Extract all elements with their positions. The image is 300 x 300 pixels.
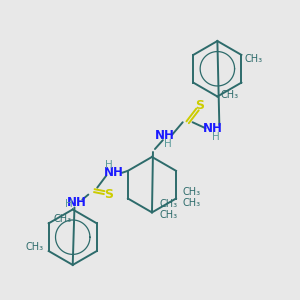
Text: NH: NH <box>155 129 175 142</box>
Text: CH₃: CH₃ <box>183 197 201 208</box>
Text: CH₃: CH₃ <box>244 54 262 64</box>
Text: NH: NH <box>202 122 222 135</box>
Text: S: S <box>103 188 112 201</box>
Text: CH₃: CH₃ <box>220 89 238 100</box>
Text: CH₃: CH₃ <box>54 214 72 224</box>
Text: NH: NH <box>104 166 124 179</box>
Text: H: H <box>105 160 113 170</box>
Text: CH₃: CH₃ <box>183 187 201 196</box>
Text: CH₃: CH₃ <box>26 242 44 252</box>
Text: CH₃: CH₃ <box>160 200 178 209</box>
Text: H: H <box>164 139 172 149</box>
Text: H: H <box>212 132 219 142</box>
Text: CH₃: CH₃ <box>160 210 178 220</box>
Text: NH: NH <box>67 196 86 209</box>
Text: S: S <box>195 99 204 112</box>
Text: H: H <box>64 200 72 209</box>
